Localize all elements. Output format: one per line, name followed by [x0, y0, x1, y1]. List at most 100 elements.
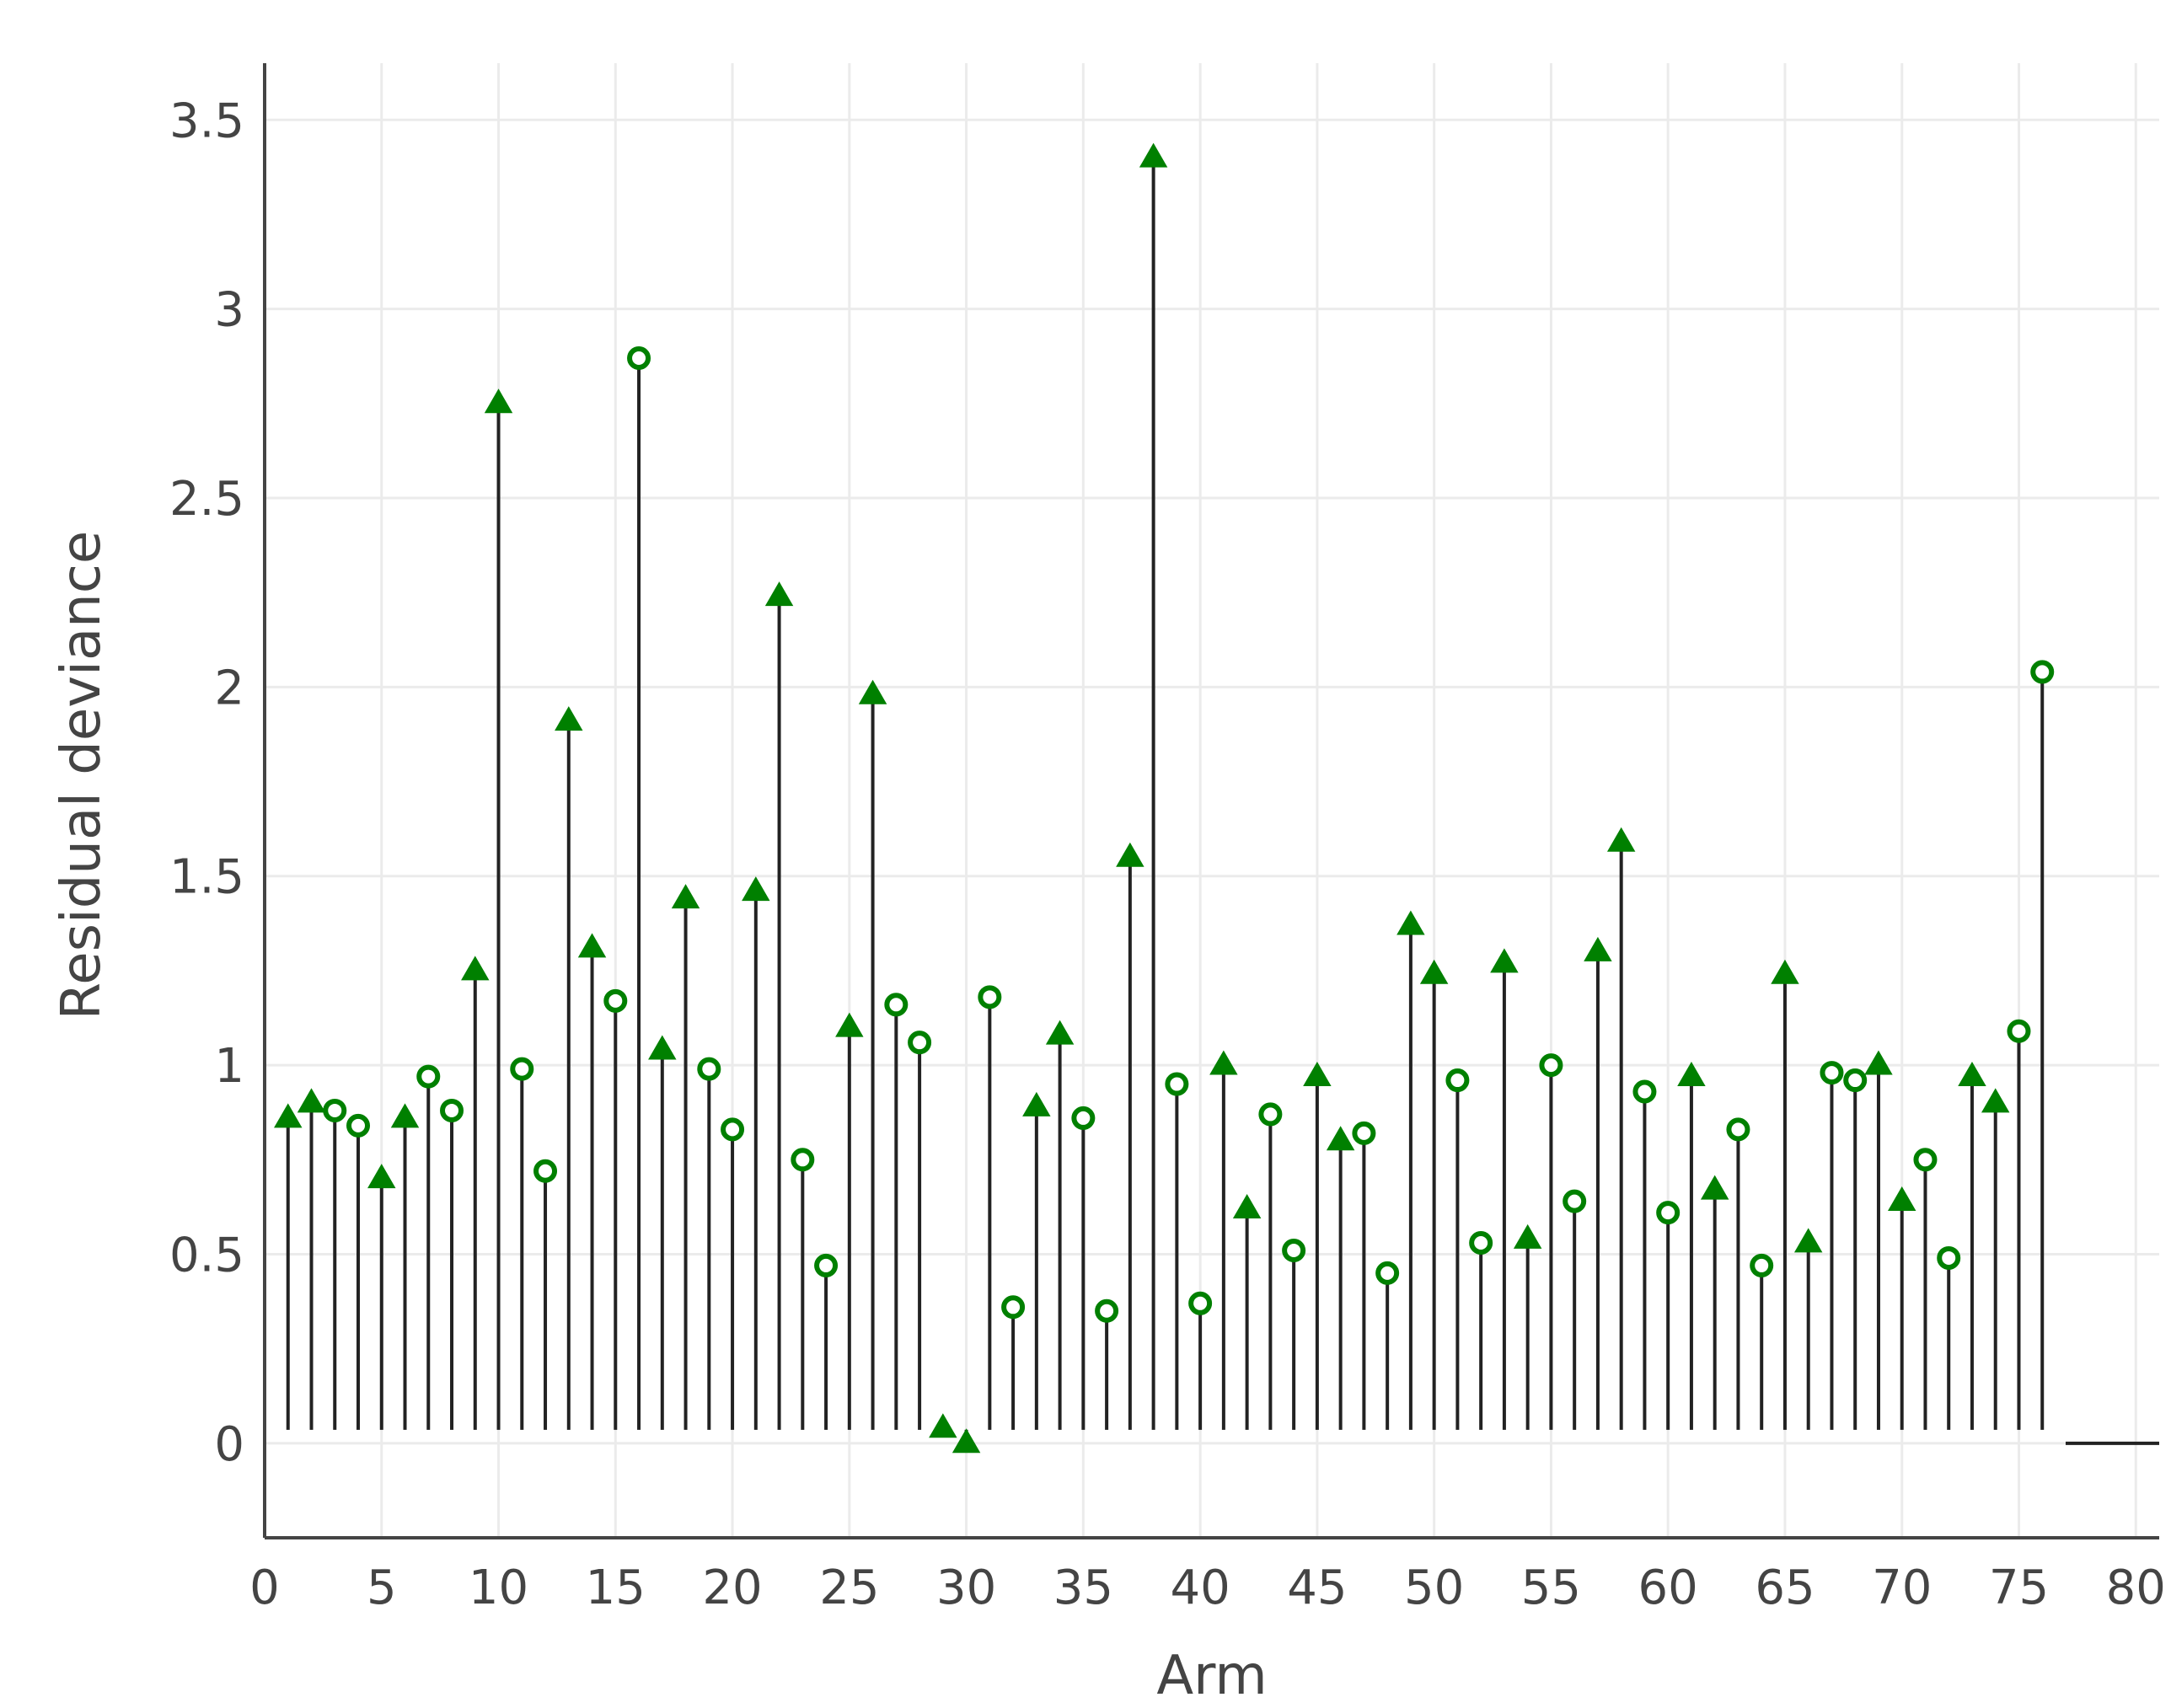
circle-marker: [1071, 1106, 1096, 1130]
circle-marker: [1913, 1148, 1938, 1172]
circle-marker: [627, 346, 651, 370]
triangle-marker: [274, 1103, 303, 1128]
circle-marker: [1165, 1072, 1189, 1096]
circle-marker: [978, 985, 1002, 1009]
x-tick-label: 20: [702, 1561, 762, 1615]
triangle-marker: [1139, 142, 1168, 168]
circle-marker: [2007, 1019, 2031, 1043]
data-markers: [274, 142, 2055, 1454]
circle-marker: [1258, 1102, 1283, 1127]
y-tick-label: 3: [214, 283, 244, 338]
triangle-marker: [929, 1413, 957, 1438]
x-tick-label: 35: [1053, 1561, 1113, 1615]
x-tick-label: 0: [249, 1561, 280, 1615]
triangle-marker: [1700, 1175, 1729, 1200]
triangle-marker: [1981, 1088, 2010, 1113]
triangle-marker: [1584, 936, 1612, 961]
circle-marker: [533, 1159, 558, 1183]
triangle-marker: [1419, 959, 1449, 984]
circle-marker: [346, 1113, 371, 1138]
triangle-marker: [858, 679, 887, 704]
circle-marker: [1937, 1245, 1961, 1270]
circle-marker: [1095, 1298, 1119, 1323]
triangle-marker: [671, 884, 700, 909]
circle-marker: [1820, 1061, 1844, 1085]
triangle-marker: [367, 1164, 396, 1189]
circle-marker: [1632, 1079, 1657, 1104]
x-tick-label: 60: [1638, 1561, 1698, 1615]
x-tick-label: 25: [819, 1561, 879, 1615]
circle-marker: [1282, 1238, 1306, 1262]
triangle-marker: [1887, 1186, 1916, 1212]
triangle-marker: [1490, 948, 1519, 973]
x-tick-label: 80: [2106, 1561, 2166, 1615]
triangle-marker: [1958, 1061, 1986, 1086]
y-tick-label: 1: [214, 1039, 244, 1094]
circle-marker: [1375, 1261, 1400, 1285]
triangle-marker: [648, 1035, 677, 1060]
circle-marker: [603, 988, 628, 1013]
circle-marker: [1352, 1121, 1376, 1145]
triangle-marker: [1606, 827, 1636, 852]
circle-marker: [1188, 1291, 1213, 1315]
circle-marker: [884, 993, 909, 1017]
y-axis-title: Residual deviance: [51, 531, 113, 1020]
triangle-marker: [297, 1088, 326, 1113]
circle-marker: [908, 1031, 932, 1055]
x-tick-label: 55: [1521, 1561, 1581, 1615]
y-tick-label: 0.5: [169, 1228, 244, 1282]
circle-marker: [1656, 1201, 1681, 1225]
triangle-marker: [1864, 1050, 1893, 1075]
triangle-marker: [1116, 842, 1144, 867]
triangle-marker: [1232, 1194, 1262, 1219]
triangle-marker: [577, 933, 607, 958]
triangle-marker: [1771, 959, 1799, 984]
triangle-marker: [835, 1012, 864, 1037]
x-tick-label: 50: [1404, 1561, 1464, 1615]
circle-marker: [440, 1098, 464, 1122]
circle-marker: [1445, 1068, 1470, 1093]
triangle-marker: [1326, 1126, 1355, 1151]
triangle-marker: [1793, 1228, 1823, 1253]
circle-marker: [1843, 1068, 1868, 1093]
circle-marker: [721, 1117, 745, 1142]
triangle-marker: [764, 581, 794, 607]
y-tick-label: 1.5: [169, 850, 244, 905]
triangle-marker: [1045, 1020, 1075, 1045]
triangle-marker: [951, 1428, 981, 1454]
triangle-marker: [555, 706, 583, 731]
x-tick-label: 45: [1287, 1561, 1347, 1615]
triangle-marker: [1209, 1050, 1238, 1075]
x-axis-title: Arm: [1156, 1645, 1267, 1707]
circle-marker: [814, 1253, 839, 1277]
triangle-marker: [1303, 1061, 1332, 1086]
triangle-marker: [1677, 1061, 1706, 1086]
x-gridlines: [380, 63, 2137, 1538]
circle-marker: [2030, 660, 2055, 684]
y-gridlines: [265, 118, 2159, 1445]
y-tick-labels: 0 0.5 1 1.5 2 2.5 3 3.5: [169, 94, 244, 1472]
circle-marker: [791, 1148, 815, 1172]
triangle-marker: [1022, 1091, 1051, 1116]
y-tick-label: 2: [214, 661, 244, 715]
triangle-marker: [484, 388, 513, 414]
triangle-marker: [742, 876, 770, 902]
y-tick-label: 2.5: [169, 472, 244, 527]
x-tick-label: 15: [586, 1561, 646, 1615]
stem-lines: [286, 158, 2045, 1443]
circle-marker: [1539, 1053, 1563, 1078]
axes: [263, 63, 2159, 1539]
x-tick-label: 40: [1170, 1561, 1230, 1615]
x-tick-label: 5: [367, 1561, 397, 1615]
circle-marker: [697, 1057, 721, 1081]
circle-marker: [1001, 1295, 1026, 1320]
circle-marker: [1469, 1231, 1493, 1255]
circle-marker: [1750, 1253, 1774, 1277]
x-tick-labels: 0 5 10 15 20 25 30 35 40 45 50 55 60 65 70 75 80: [249, 1561, 2166, 1615]
x-tick-label: 30: [936, 1561, 996, 1615]
y-tick-label: 3.5: [169, 94, 244, 148]
circle-marker: [323, 1098, 347, 1122]
circle-marker: [1726, 1117, 1750, 1142]
triangle-marker: [461, 956, 490, 981]
